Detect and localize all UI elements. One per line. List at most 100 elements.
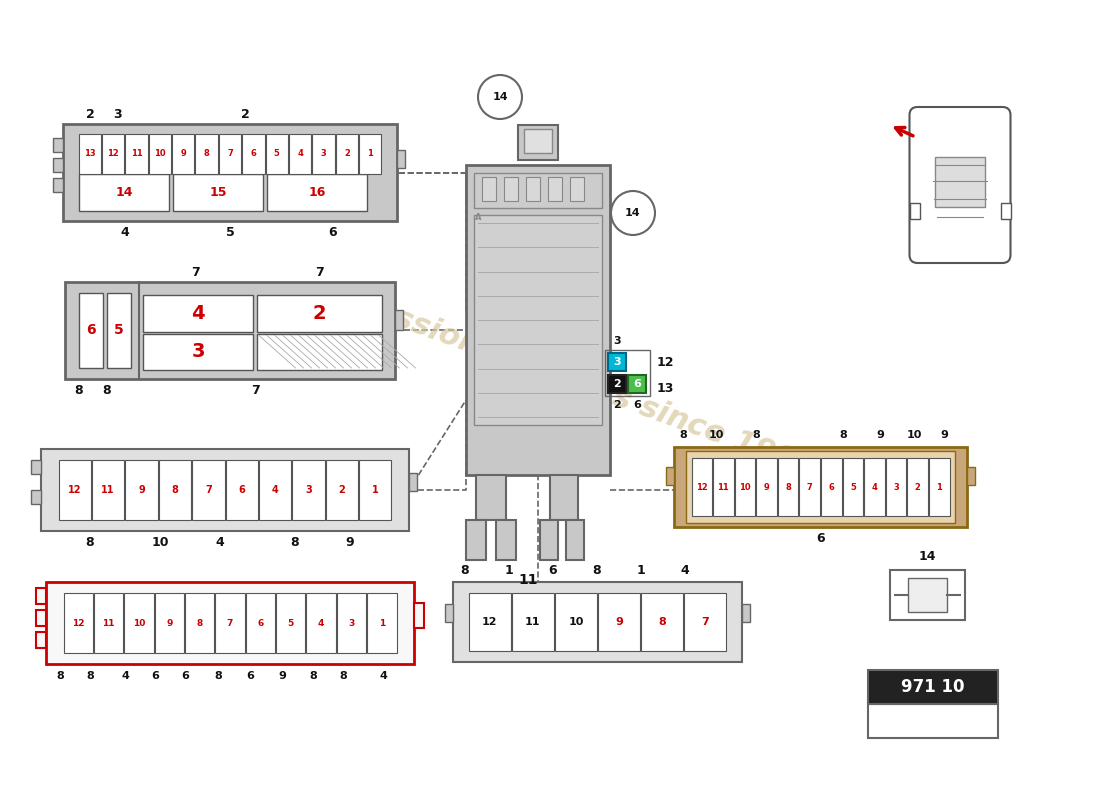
Text: 14: 14: [116, 186, 133, 199]
Text: 6: 6: [151, 671, 158, 681]
FancyBboxPatch shape: [307, 593, 336, 653]
Text: 8: 8: [172, 485, 178, 495]
FancyBboxPatch shape: [192, 460, 224, 520]
FancyBboxPatch shape: [550, 475, 578, 520]
Text: 11: 11: [102, 618, 114, 627]
FancyBboxPatch shape: [79, 293, 103, 368]
Text: 3: 3: [613, 357, 620, 367]
FancyBboxPatch shape: [336, 134, 359, 174]
Text: 4: 4: [121, 671, 129, 681]
Text: 6: 6: [246, 671, 254, 681]
FancyBboxPatch shape: [173, 174, 263, 211]
FancyBboxPatch shape: [684, 593, 726, 651]
FancyBboxPatch shape: [36, 632, 46, 648]
FancyBboxPatch shape: [257, 295, 382, 331]
FancyBboxPatch shape: [92, 460, 124, 520]
Text: 6: 6: [549, 563, 558, 577]
FancyBboxPatch shape: [469, 593, 510, 651]
Text: 2: 2: [241, 107, 250, 121]
FancyBboxPatch shape: [778, 458, 799, 516]
FancyBboxPatch shape: [446, 604, 453, 622]
FancyBboxPatch shape: [453, 582, 742, 662]
FancyBboxPatch shape: [64, 593, 92, 653]
FancyBboxPatch shape: [65, 282, 395, 379]
FancyBboxPatch shape: [276, 593, 306, 653]
Text: 7: 7: [227, 618, 233, 627]
FancyBboxPatch shape: [257, 334, 382, 370]
Text: 3: 3: [112, 107, 121, 121]
FancyBboxPatch shape: [908, 458, 928, 516]
Text: 4: 4: [871, 482, 878, 491]
FancyBboxPatch shape: [143, 334, 253, 370]
FancyBboxPatch shape: [409, 473, 417, 491]
Text: 6: 6: [251, 150, 256, 158]
Text: 9: 9: [615, 617, 623, 627]
FancyBboxPatch shape: [158, 460, 191, 520]
Text: 9: 9: [278, 671, 286, 681]
FancyBboxPatch shape: [474, 215, 602, 425]
FancyBboxPatch shape: [265, 134, 288, 174]
Text: 16: 16: [308, 186, 326, 199]
FancyBboxPatch shape: [713, 458, 734, 516]
Text: 4: 4: [297, 150, 304, 158]
Text: 13: 13: [84, 150, 96, 158]
Text: 8: 8: [86, 537, 95, 550]
Text: 11: 11: [131, 150, 142, 158]
Text: 8: 8: [752, 430, 760, 440]
FancyBboxPatch shape: [63, 124, 397, 221]
Text: 12: 12: [482, 617, 497, 627]
FancyBboxPatch shape: [735, 458, 756, 516]
FancyBboxPatch shape: [58, 460, 91, 520]
FancyBboxPatch shape: [395, 310, 403, 330]
Text: 6: 6: [239, 485, 245, 495]
Text: 14: 14: [492, 92, 508, 102]
Text: 4: 4: [216, 537, 224, 550]
Text: 7: 7: [251, 385, 260, 398]
FancyBboxPatch shape: [908, 578, 947, 612]
FancyBboxPatch shape: [496, 520, 516, 560]
Text: 9: 9: [139, 485, 145, 495]
Text: 10: 10: [906, 430, 922, 440]
FancyBboxPatch shape: [258, 460, 292, 520]
Text: 4: 4: [318, 618, 324, 627]
FancyBboxPatch shape: [94, 593, 123, 653]
FancyBboxPatch shape: [540, 520, 558, 560]
Text: 8: 8: [339, 671, 346, 681]
Text: 4: 4: [681, 563, 690, 577]
Text: 1: 1: [637, 563, 646, 577]
FancyBboxPatch shape: [890, 570, 965, 620]
Text: 11: 11: [525, 617, 540, 627]
Text: 12: 12: [107, 150, 119, 158]
Text: 15: 15: [209, 186, 227, 199]
FancyBboxPatch shape: [359, 460, 392, 520]
Text: 6: 6: [86, 323, 96, 338]
Text: 10: 10: [133, 618, 145, 627]
FancyBboxPatch shape: [124, 593, 154, 653]
FancyBboxPatch shape: [148, 134, 170, 174]
Text: 12: 12: [68, 485, 81, 495]
FancyBboxPatch shape: [608, 353, 626, 371]
Text: 8: 8: [839, 430, 847, 440]
Text: 1: 1: [378, 618, 385, 627]
Text: 1: 1: [505, 563, 514, 577]
FancyBboxPatch shape: [102, 134, 124, 174]
FancyBboxPatch shape: [31, 460, 41, 474]
Text: 8: 8: [290, 537, 299, 550]
FancyBboxPatch shape: [289, 134, 311, 174]
Text: 6: 6: [329, 226, 338, 239]
Text: 8: 8: [679, 430, 686, 440]
Text: 6: 6: [816, 533, 825, 546]
Text: 7: 7: [702, 617, 710, 627]
FancyBboxPatch shape: [868, 704, 998, 738]
FancyBboxPatch shape: [41, 449, 409, 531]
FancyBboxPatch shape: [512, 593, 553, 651]
Text: 13: 13: [657, 382, 673, 395]
FancyBboxPatch shape: [566, 520, 584, 560]
Text: 12: 12: [696, 482, 707, 491]
Text: 8: 8: [659, 617, 667, 627]
FancyBboxPatch shape: [36, 610, 46, 626]
Text: 4: 4: [121, 226, 130, 239]
Text: 8: 8: [204, 150, 209, 158]
Text: 2: 2: [915, 482, 921, 491]
FancyBboxPatch shape: [185, 593, 214, 653]
